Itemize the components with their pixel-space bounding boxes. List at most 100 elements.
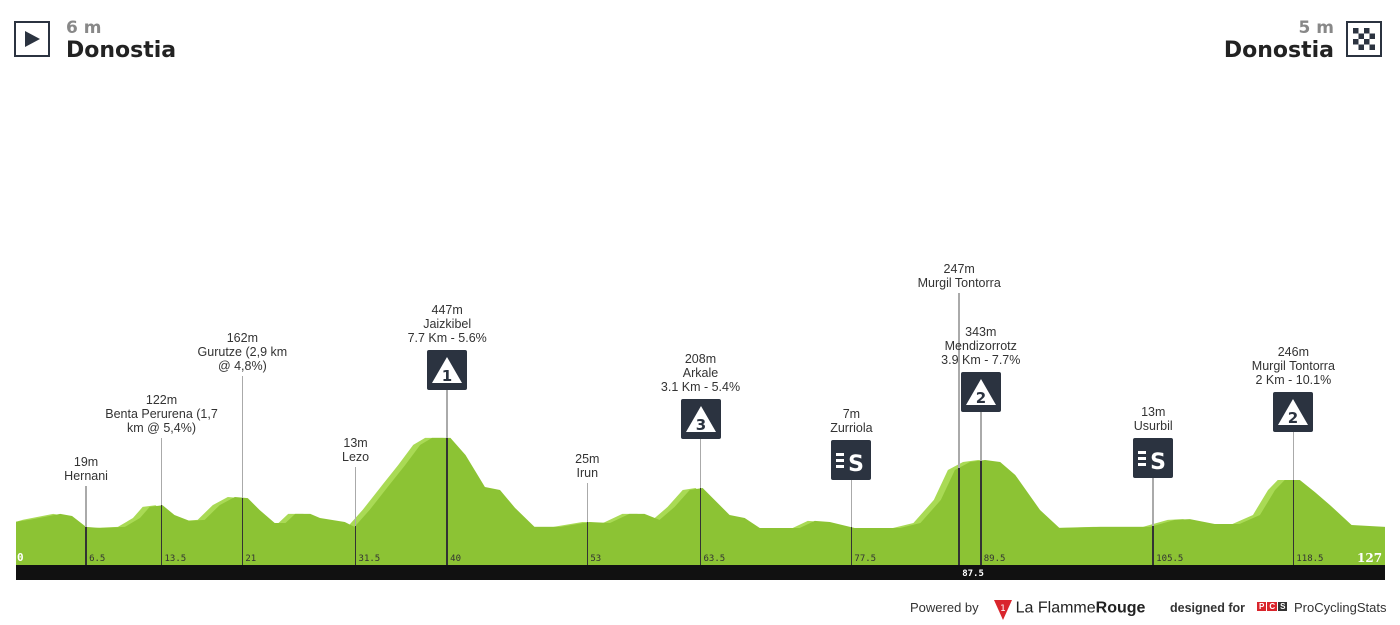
km-tick-label: 89.5: [983, 554, 1006, 564]
km-tick-label: 63.5: [703, 554, 726, 564]
start-play-icon: [14, 21, 50, 57]
marker-altitude: 25m: [575, 452, 600, 466]
km-tick-label: 53: [590, 554, 602, 564]
marker-label: 246m Murgil Tontorra 2 Km - 10.1%: [1252, 345, 1335, 387]
marker-label: 25m Irun: [575, 452, 599, 480]
km-tick-label: 77.5: [854, 554, 877, 564]
km-tick-label: 118.5: [1296, 554, 1324, 564]
marker-label: 13m Usurbil: [1134, 405, 1173, 433]
marker-altitude: 13m: [343, 436, 368, 450]
marker-altitude: 343m: [965, 325, 997, 339]
pcs-logo[interactable]: P C S: [1257, 602, 1288, 611]
marker-label: 208m Arkale 3.1 Km - 5.4%: [661, 352, 740, 394]
svg-text:1: 1: [442, 367, 452, 385]
marker-name: Hernani: [64, 469, 108, 483]
marker-line: [980, 412, 982, 461]
marker-line: [160, 438, 163, 506]
marker-line: [446, 390, 448, 438]
marker-altitude: 246m: [1277, 345, 1309, 359]
marker-line-profile: [699, 488, 702, 565]
marker-altitude: 13m: [1141, 405, 1166, 419]
la-flamme-rouge-logo[interactable]: 1 La FlammeRouge: [994, 598, 1145, 620]
marker-line-profile: [160, 505, 163, 565]
flamme-rouge-icon: 1: [994, 600, 1012, 620]
marker-line-profile: [241, 497, 244, 565]
marker-line-profile: [958, 467, 960, 580]
distance-bar: [16, 565, 1385, 580]
marker-altitude: 7m: [842, 407, 861, 421]
marker-name: Usurbil: [1133, 419, 1173, 433]
rouge-text: Rouge: [1095, 599, 1146, 617]
flamme-text: La Flamme: [1015, 599, 1096, 617]
marker-detail: km @ 5,4%): [127, 421, 196, 435]
marker-line: [586, 483, 589, 523]
climb-category-2-icon: 2: [960, 372, 1001, 412]
designed-for-label: designed for: [1170, 601, 1246, 615]
finish-altitude: 5 m: [1298, 18, 1334, 38]
marker-line-profile: [980, 460, 982, 565]
marker-altitude: 19m: [73, 455, 99, 469]
marker-line: [699, 439, 702, 489]
climb-category-2-icon: 2: [1273, 392, 1314, 432]
km-start-label: 0: [17, 551, 24, 564]
svg-text:2: 2: [1288, 409, 1298, 427]
marker-line: [1292, 432, 1295, 480]
marker-line-profile: [586, 522, 589, 565]
km-tick-label: 105.5: [1156, 554, 1184, 564]
marker-label: 343m Mendizorrotz 3.9 Km - 7.7%: [941, 325, 1020, 367]
marker-line: [354, 467, 357, 526]
svg-text:2: 2: [976, 389, 986, 407]
marker-label: 247m Murgil Tontorra: [918, 262, 1001, 290]
svg-text:1: 1: [1000, 604, 1006, 614]
svg-text:S: S: [848, 452, 864, 477]
marker-line: [241, 376, 244, 498]
marker-line-profile: [850, 527, 853, 565]
marker-label: 13m Lezo: [342, 436, 369, 464]
checkered-flag-icon: [1346, 21, 1382, 57]
climb-category-3-icon: 3: [680, 399, 721, 439]
marker-line-profile: [354, 525, 357, 565]
marker-altitude: 447m: [431, 303, 463, 317]
marker-line-profile: [446, 437, 448, 565]
marker-name: Murgil Tontorra: [1251, 359, 1335, 373]
km-tick-label: 6.5: [89, 554, 106, 564]
marker-name: Irun: [576, 466, 599, 480]
marker-altitude: 247m: [943, 262, 975, 276]
marker-name: Lezo: [341, 450, 370, 464]
svg-text:3: 3: [695, 416, 705, 434]
pcs-letter: P: [1257, 602, 1267, 611]
sprint-icon: S: [831, 440, 872, 480]
procyclingstats-label[interactable]: ProCyclingStats: [1294, 600, 1387, 615]
marker-label: 162m Gurutze (2,9 km @ 4,8%): [198, 331, 288, 373]
marker-detail: 7.7 Km - 5.6%: [407, 331, 487, 345]
km-tick-label: 87.5: [962, 569, 984, 579]
marker-line: [85, 486, 87, 527]
marker-altitude: 122m: [145, 393, 178, 407]
pcs-letter: C: [1267, 602, 1278, 611]
svg-text:S: S: [1150, 450, 1166, 475]
marker-detail: @ 4,8%): [217, 359, 267, 373]
marker-detail: 3.1 Km - 5.4%: [660, 380, 741, 394]
marker-label: 7m Zurriola: [830, 407, 872, 435]
km-end-label: 127: [1357, 551, 1383, 565]
marker-line-profile: [1292, 479, 1295, 565]
km-tick-label: 21: [245, 554, 257, 564]
marker-name: Arkale: [682, 366, 719, 380]
start-city: Donostia: [66, 38, 177, 63]
sprint-icon: S: [1133, 438, 1174, 478]
km-tick-label: 13.5: [164, 554, 187, 564]
marker-name: Benta Perurena (1,7: [105, 407, 218, 421]
climb-category-1-icon: 1: [427, 350, 468, 390]
marker-line-profile: [1152, 525, 1154, 565]
marker-line: [850, 480, 853, 528]
powered-by-label: Powered by: [910, 600, 979, 615]
pcs-letter: S: [1278, 602, 1288, 611]
marker-label: 122m Benta Perurena (1,7 km @ 5,4%): [105, 393, 218, 435]
marker-altitude: 162m: [226, 331, 258, 345]
marker-label: 19m Hernani: [64, 455, 108, 483]
marker-altitude: 208m: [684, 352, 717, 366]
marker-label: 447m Jaizkibel 7.7 Km - 5.6%: [408, 303, 487, 345]
marker-line: [1152, 478, 1154, 526]
marker-line-profile: [85, 526, 87, 565]
